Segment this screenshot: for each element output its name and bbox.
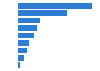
Bar: [18, 25, 37, 31]
Bar: [18, 48, 27, 53]
Bar: [18, 62, 20, 68]
Bar: [18, 18, 40, 23]
Bar: [18, 55, 24, 60]
Bar: [18, 10, 67, 16]
Bar: [18, 33, 34, 38]
Bar: [18, 3, 92, 9]
Bar: [18, 40, 29, 46]
